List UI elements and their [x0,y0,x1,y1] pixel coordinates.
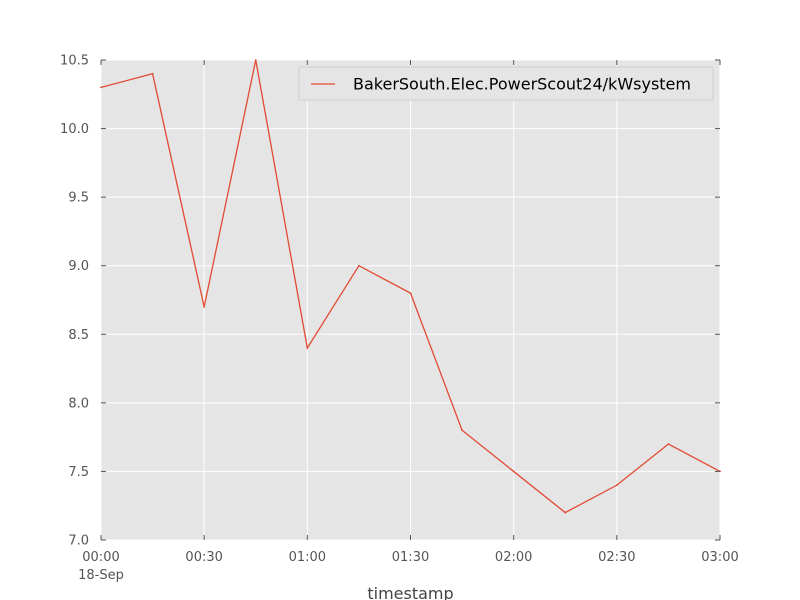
y-tick-label: 8.0 [68,396,89,411]
y-tick-label: 7.5 [68,465,89,480]
data-point [512,470,515,473]
y-tick-labels: 7.0 7.5 8.0 8.5 9.0 9.5 10.0 10.5 [60,54,89,549]
data-point [306,347,309,349]
x-tick-label: 00:00 [82,550,119,565]
x-tick-sublabel: 18-Sep [78,568,124,583]
data-point [461,429,463,432]
x-tick-label: 02:30 [598,550,635,565]
y-tick-label: 9.0 [68,259,89,274]
data-point [100,86,102,89]
y-tick-label: 8.5 [68,328,89,343]
legend-entry: BakerSouth.Elec.PowerScout24/kWsystem [353,75,691,94]
x-axis-label: timestamp [367,584,453,600]
data-point [667,443,670,445]
x-tick-label: 02:00 [495,550,532,565]
data-point [203,305,206,308]
y-tick-label: 10.0 [60,122,89,137]
x-tick-label: 01:00 [289,550,326,565]
x-tick-label: 00:30 [185,550,222,565]
x-tick-label: 01:30 [392,550,429,565]
x-tick-label: 03:00 [701,550,738,565]
y-tick-label: 10.5 [60,54,89,69]
x-tick-labels: 00:00 18-Sep 00:30 01:00 01:30 02:00 02:30 03:0… [78,550,739,583]
legend-box [298,66,714,101]
data-point [151,72,154,75]
data-point [564,511,567,514]
data-point [358,264,360,267]
data-point [615,484,618,487]
axis-ticks [100,59,721,541]
y-tick-label: 9.5 [68,191,89,206]
data-point [409,292,412,295]
legend: BakerSouth.Elec.PowerScout24/kWsystem [298,66,714,101]
y-tick-label: 7.0 [68,534,89,549]
data-point [254,59,257,61]
series-layer [100,59,721,514]
